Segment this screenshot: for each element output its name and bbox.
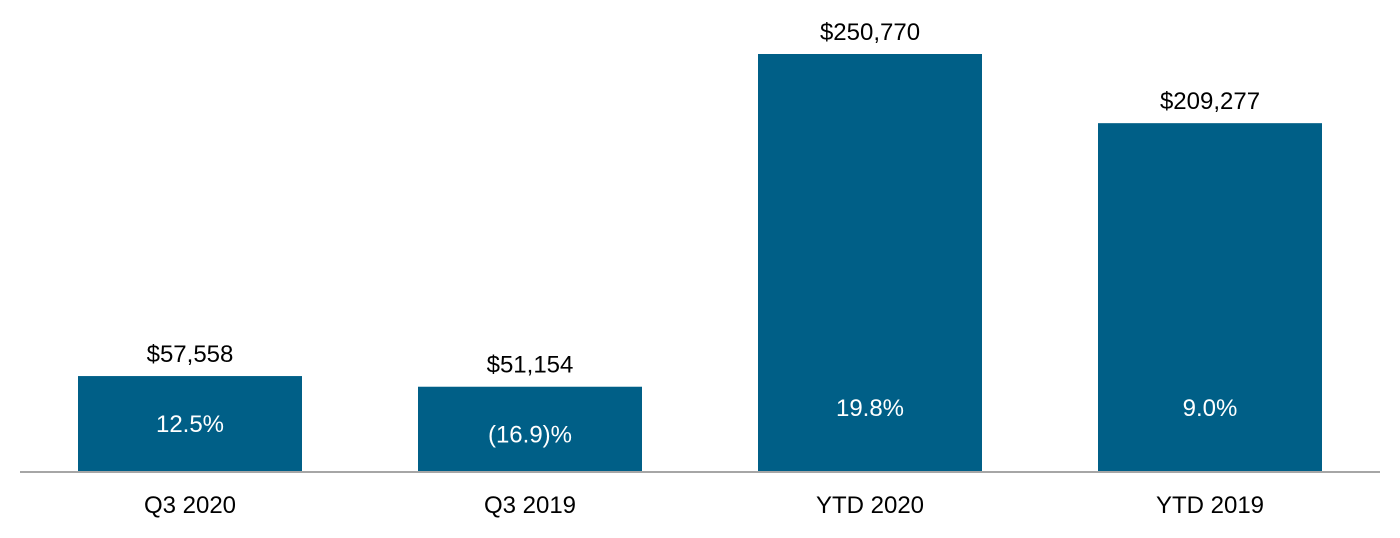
x-tick-label: Q3 2020	[144, 492, 236, 519]
bar-change-label: 19.8%	[836, 395, 904, 422]
bar-value-label: $57,558	[147, 341, 234, 368]
bar-change-label: 9.0%	[1183, 395, 1238, 422]
bar-value-label: $250,770	[820, 19, 920, 46]
x-tick-label: YTD 2019	[1156, 492, 1264, 519]
bar-2	[758, 54, 982, 472]
bar-change-label: (16.9)%	[488, 421, 572, 448]
bars-layer	[78, 54, 1322, 473]
labels-layer: $57,558 12.5% Q3 2020 $51,154 (16.9)% Q3 2019…	[144, 19, 1264, 519]
bar-value-label: $209,277	[1160, 88, 1260, 115]
x-tick-label: YTD 2020	[816, 492, 924, 519]
bar-1	[418, 386, 642, 472]
bar-value-label: $51,154	[487, 352, 574, 379]
bar-change-label: 12.5%	[156, 411, 224, 438]
x-tick-label: Q3 2019	[484, 492, 576, 519]
bar-3	[1098, 123, 1322, 473]
bar-0	[78, 376, 302, 472]
